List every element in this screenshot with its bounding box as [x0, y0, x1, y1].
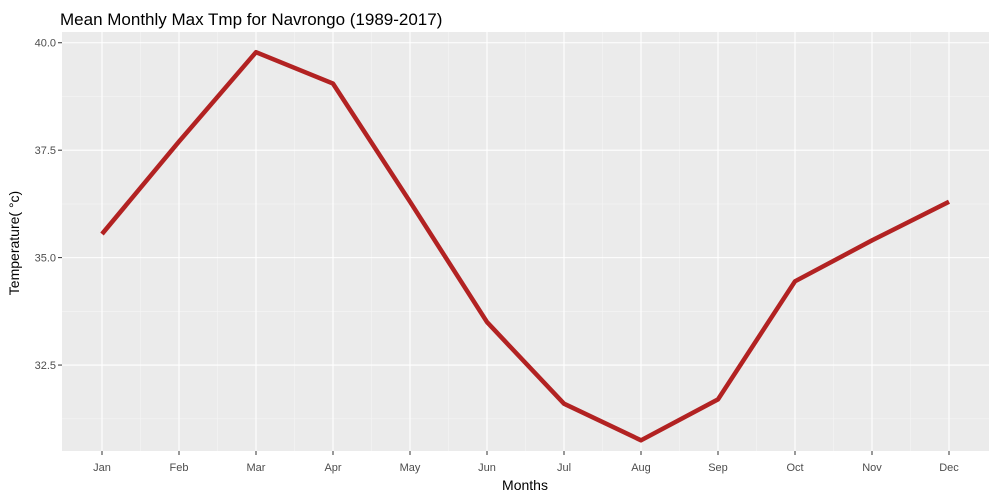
x-tick-label: Jul [557, 462, 571, 474]
x-tick-label: Nov [862, 462, 882, 474]
x-axis: Jan Feb Mar Apr May Jun Jul Aug Sep Oct Nov Dec [93, 451, 959, 474]
x-tick-label: Dec [939, 462, 959, 474]
y-tick-label: 37.5 [35, 145, 56, 157]
y-axis-title: Temperature( °c) [6, 191, 22, 295]
chart-title: Mean Monthly Max Tmp for Navrongo (1989-… [60, 10, 442, 29]
x-tick-label: Apr [324, 462, 341, 474]
y-tick-label: 40.0 [35, 38, 56, 50]
x-axis-title: Months [502, 477, 548, 493]
x-tick-label: Mar [247, 462, 266, 474]
x-tick-label: Aug [631, 462, 651, 474]
x-tick-label: Jun [478, 462, 496, 474]
series-line [100, 49, 951, 443]
x-tick-label: Feb [170, 462, 189, 474]
x-tick-label: Sep [708, 462, 728, 474]
y-tick-label: 35.0 [35, 253, 56, 265]
x-tick-label: Jan [93, 462, 111, 474]
y-tick-label: 32.5 [35, 360, 56, 372]
series-layer [100, 49, 951, 443]
y-axis: 32.5 35.0 37.5 40.0 [35, 38, 62, 372]
grid-minor [62, 32, 989, 451]
x-tick-label: May [400, 462, 421, 474]
x-tick-label: Oct [786, 462, 803, 474]
